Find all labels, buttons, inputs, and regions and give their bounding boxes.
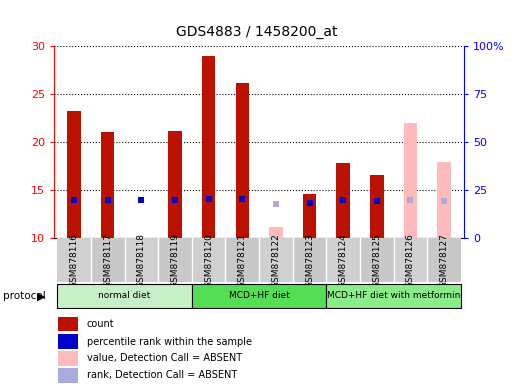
Bar xyxy=(57,238,91,282)
Bar xyxy=(370,175,384,238)
Bar xyxy=(326,283,461,308)
Bar xyxy=(438,162,451,238)
Text: normal diet: normal diet xyxy=(98,291,151,300)
Bar xyxy=(404,123,417,238)
Text: GSM878127: GSM878127 xyxy=(440,233,448,288)
Bar xyxy=(58,317,78,331)
Bar xyxy=(225,238,259,282)
Text: GSM878126: GSM878126 xyxy=(406,233,415,288)
Bar xyxy=(101,131,114,238)
Text: GSM878116: GSM878116 xyxy=(70,233,78,288)
Text: value, Detection Call = ABSENT: value, Detection Call = ABSENT xyxy=(87,353,242,364)
Bar xyxy=(326,238,360,282)
Bar xyxy=(269,227,283,238)
Text: GSM878117: GSM878117 xyxy=(103,233,112,288)
Text: count: count xyxy=(87,319,114,329)
Bar xyxy=(168,131,182,238)
Bar xyxy=(192,283,326,308)
Text: GSM878124: GSM878124 xyxy=(339,233,348,288)
Bar xyxy=(427,238,461,282)
Bar xyxy=(58,351,78,366)
Bar xyxy=(125,238,158,282)
Bar xyxy=(303,194,316,238)
Text: MCD+HF diet with metformin: MCD+HF diet with metformin xyxy=(327,291,460,300)
Bar xyxy=(192,238,225,282)
Text: protocol: protocol xyxy=(3,291,45,301)
Bar xyxy=(293,238,326,282)
Text: rank, Detection Call = ABSENT: rank, Detection Call = ABSENT xyxy=(87,370,237,380)
Text: GSM878121: GSM878121 xyxy=(238,233,247,288)
Bar xyxy=(235,83,249,238)
Bar xyxy=(360,238,393,282)
Bar xyxy=(91,238,125,282)
Text: ▶: ▶ xyxy=(37,291,46,301)
Text: GSM878118: GSM878118 xyxy=(137,233,146,288)
Text: GSM878119: GSM878119 xyxy=(170,233,180,288)
Bar xyxy=(337,163,350,238)
Text: GSM878125: GSM878125 xyxy=(372,233,381,288)
Bar xyxy=(67,111,81,238)
Bar xyxy=(58,334,78,349)
Bar xyxy=(393,238,427,282)
Text: GSM878122: GSM878122 xyxy=(271,233,281,288)
Text: percentile rank within the sample: percentile rank within the sample xyxy=(87,337,251,347)
Bar xyxy=(259,238,293,282)
Text: MCD+HF diet: MCD+HF diet xyxy=(229,291,289,300)
Text: GSM878123: GSM878123 xyxy=(305,233,314,288)
Text: GDS4883 / 1458200_at: GDS4883 / 1458200_at xyxy=(176,25,337,39)
Bar xyxy=(57,283,192,308)
Bar xyxy=(202,56,215,238)
Bar xyxy=(58,368,78,382)
Bar xyxy=(158,238,192,282)
Text: GSM878120: GSM878120 xyxy=(204,233,213,288)
